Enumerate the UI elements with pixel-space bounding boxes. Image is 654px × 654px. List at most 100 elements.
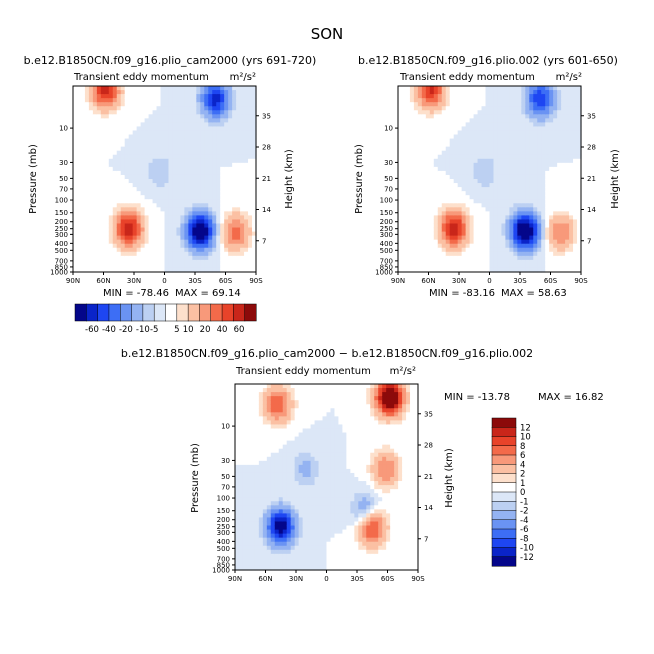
field-cell	[549, 94, 554, 99]
field-cell	[104, 106, 110, 111]
field-cell	[270, 521, 276, 527]
field-cell	[152, 251, 158, 257]
field-cell	[212, 158, 217, 164]
field-cell	[208, 219, 213, 225]
field-cell	[96, 134, 102, 140]
field-cell	[216, 138, 221, 144]
field-cell	[216, 199, 221, 204]
field-cell	[262, 485, 268, 490]
field-cell	[224, 211, 229, 216]
field-cell	[184, 114, 189, 119]
field-cell	[235, 384, 240, 389]
field-cell	[473, 118, 479, 123]
field-cell	[228, 191, 233, 196]
field-cell	[417, 158, 423, 164]
field-cell	[278, 436, 284, 442]
field-cell	[429, 247, 435, 253]
field-cell	[88, 94, 94, 99]
field-cell	[485, 90, 491, 95]
field-cell	[216, 227, 221, 233]
field-cell	[465, 211, 471, 216]
field-cell	[437, 187, 443, 192]
field-cell	[164, 102, 170, 107]
field-cell	[180, 158, 185, 164]
field-cell	[244, 162, 249, 168]
field-cell	[525, 98, 530, 103]
field-cell	[509, 102, 514, 107]
field-cell	[73, 118, 78, 123]
field-cell	[461, 150, 467, 156]
field-cell	[274, 420, 280, 426]
field-cell	[250, 388, 256, 393]
field-cell	[521, 191, 526, 196]
field-cell	[148, 239, 154, 245]
panel-2-plot: 90N 60N 30N 0 30S 60S 90S103050701001502002503…	[375, 85, 596, 285]
field-cell	[425, 162, 431, 168]
field-cell	[525, 90, 530, 95]
field-cell	[433, 130, 439, 136]
field-cell	[168, 267, 174, 273]
field-cell	[124, 154, 130, 160]
field-cell	[108, 203, 114, 208]
field-cell	[88, 191, 94, 196]
field-cell	[192, 146, 197, 152]
field-cell	[409, 179, 415, 184]
field-cell	[120, 174, 126, 180]
field-cell	[453, 162, 459, 168]
field-cell	[457, 259, 463, 265]
field-cell	[232, 231, 237, 237]
field-cell	[497, 255, 503, 261]
field-cell	[208, 255, 213, 261]
field-cell	[116, 162, 122, 168]
field-cell	[553, 174, 558, 180]
field-cell	[128, 118, 134, 123]
field-cell	[409, 118, 415, 123]
field-cell	[172, 154, 178, 160]
field-cell	[236, 255, 241, 261]
field-cell	[541, 86, 546, 91]
field-cell	[100, 114, 106, 119]
field-cell	[116, 102, 122, 107]
field-cell	[73, 126, 78, 132]
field-cell	[258, 388, 264, 393]
field-cell	[196, 158, 201, 164]
field-cell	[266, 501, 272, 506]
field-cell	[505, 98, 510, 103]
field-cell	[188, 86, 193, 91]
field-cell	[481, 203, 487, 208]
field-cell	[258, 553, 264, 559]
field-cell	[228, 98, 233, 103]
field-cell	[433, 110, 439, 115]
field-cell	[100, 126, 106, 132]
field-cell	[240, 179, 245, 184]
field-cell	[132, 179, 138, 184]
field-cell	[282, 416, 288, 421]
field-cell	[238, 464, 244, 470]
field-cell	[569, 118, 574, 123]
field-cell	[176, 179, 182, 184]
field-cell	[565, 191, 570, 196]
field-cell	[136, 158, 142, 164]
field-cell	[92, 267, 98, 273]
field-cell	[76, 110, 82, 115]
field-cell	[477, 259, 483, 265]
field-cell	[180, 138, 185, 144]
field-cell	[573, 90, 578, 95]
field-cell	[208, 98, 213, 103]
field-cell	[254, 513, 260, 519]
field-cell	[477, 154, 483, 160]
field-cell	[441, 179, 447, 184]
field-cell	[204, 195, 209, 200]
field-cell	[246, 553, 252, 559]
field-cell	[425, 211, 431, 216]
field-cell	[517, 138, 522, 144]
field-cell	[204, 207, 209, 212]
field-cell	[545, 150, 550, 156]
field-cell	[457, 231, 463, 237]
field-cell	[246, 545, 252, 551]
field-cell	[513, 118, 518, 123]
field-cell	[509, 114, 514, 119]
field-cell	[100, 243, 106, 249]
field-cell	[513, 259, 518, 265]
field-cell	[282, 444, 288, 450]
